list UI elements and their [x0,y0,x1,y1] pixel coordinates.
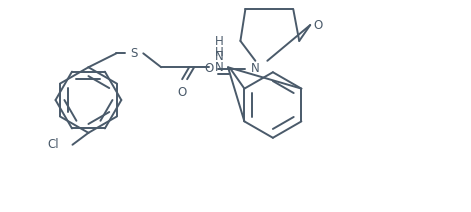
Text: N: N [251,62,260,75]
Text: H: H [215,46,223,59]
Text: O: O [204,62,213,75]
Text: S: S [130,47,138,60]
Text: H
N: H N [215,35,223,63]
Text: O: O [314,18,323,32]
Text: O: O [178,86,187,99]
Text: N: N [215,61,223,74]
Text: Cl: Cl [47,138,58,151]
